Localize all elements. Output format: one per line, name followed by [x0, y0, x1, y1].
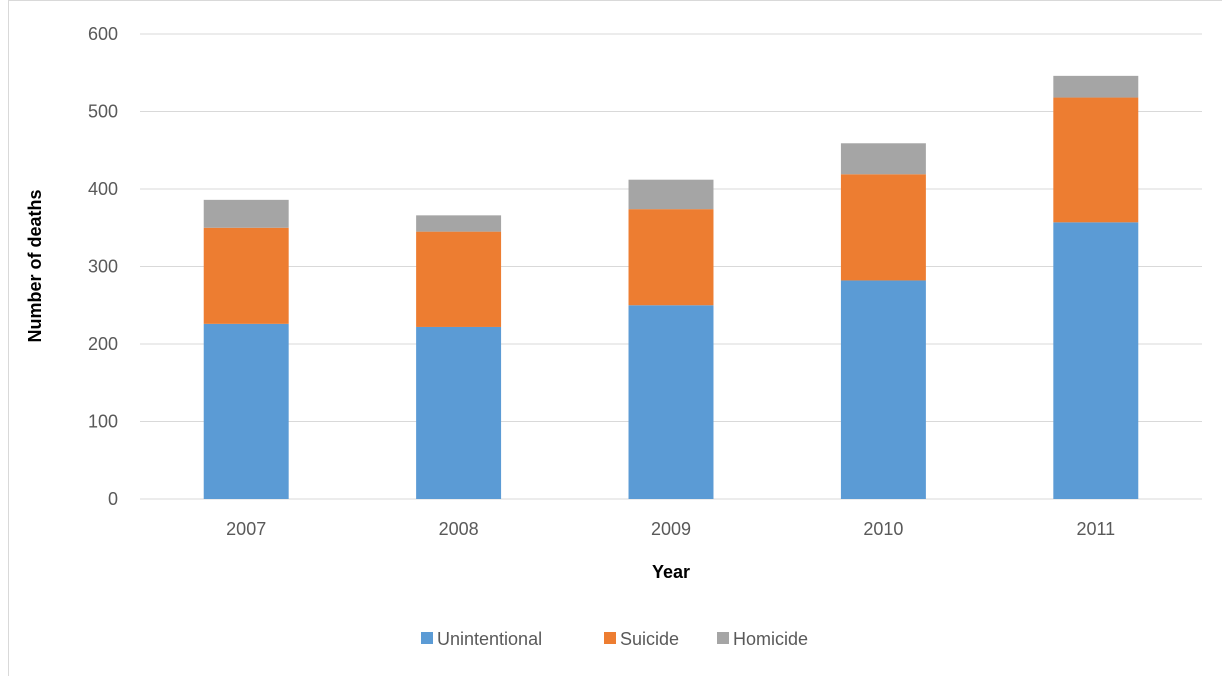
bar-homicide-2010 — [840, 143, 926, 175]
y-tick-label: 500 — [88, 102, 118, 122]
bar-suicide-2009 — [628, 209, 714, 306]
y-tick-label: 300 — [88, 257, 118, 277]
bar-suicide-2010 — [840, 174, 926, 281]
y-tick-label: 0 — [108, 489, 118, 509]
x-axis-label: Year — [652, 562, 690, 582]
legend-label-homicide: Homicide — [733, 629, 808, 649]
legend-label-suicide: Suicide — [620, 629, 679, 649]
bar-unintentional-2011 — [1053, 222, 1139, 499]
y-axis-ticks: 0 100 200 300 400 500 600 — [88, 24, 118, 509]
bar-unintentional-2008 — [416, 326, 502, 499]
chart-frame — [8, 0, 1222, 676]
y-axis-label: Number of deaths — [25, 189, 45, 342]
legend-swatch-unintentional — [421, 632, 433, 644]
x-axis-ticks: 2007 2008 2009 2010 2011 — [226, 519, 1115, 539]
bar-homicide-2011 — [1053, 75, 1139, 98]
legend-label-unintentional: Unintentional — [437, 629, 542, 649]
bar-homicide-2007 — [203, 199, 289, 228]
bar-homicide-2009 — [628, 179, 714, 210]
bars — [203, 75, 1139, 499]
bar-unintentional-2010 — [840, 280, 926, 499]
legend: Unintentional Suicide Homicide — [421, 629, 808, 649]
x-tick-label: 2011 — [1076, 519, 1115, 539]
x-tick-label: 2007 — [226, 519, 266, 539]
x-tick-label: 2008 — [439, 519, 479, 539]
bar-suicide-2008 — [416, 231, 502, 327]
legend-swatch-homicide — [717, 632, 729, 644]
x-tick-label: 2009 — [651, 519, 691, 539]
x-tick-label: 2010 — [863, 519, 903, 539]
bar-homicide-2008 — [416, 215, 502, 232]
legend-swatch-suicide — [604, 632, 616, 644]
bar-suicide-2007 — [203, 227, 289, 324]
y-tick-label: 100 — [88, 412, 118, 432]
bar-suicide-2011 — [1053, 97, 1139, 223]
y-tick-label: 200 — [88, 334, 118, 354]
bar-unintentional-2007 — [203, 323, 289, 499]
y-tick-label: 400 — [88, 179, 118, 199]
y-tick-label: 600 — [88, 24, 118, 44]
bar-unintentional-2009 — [628, 305, 714, 499]
